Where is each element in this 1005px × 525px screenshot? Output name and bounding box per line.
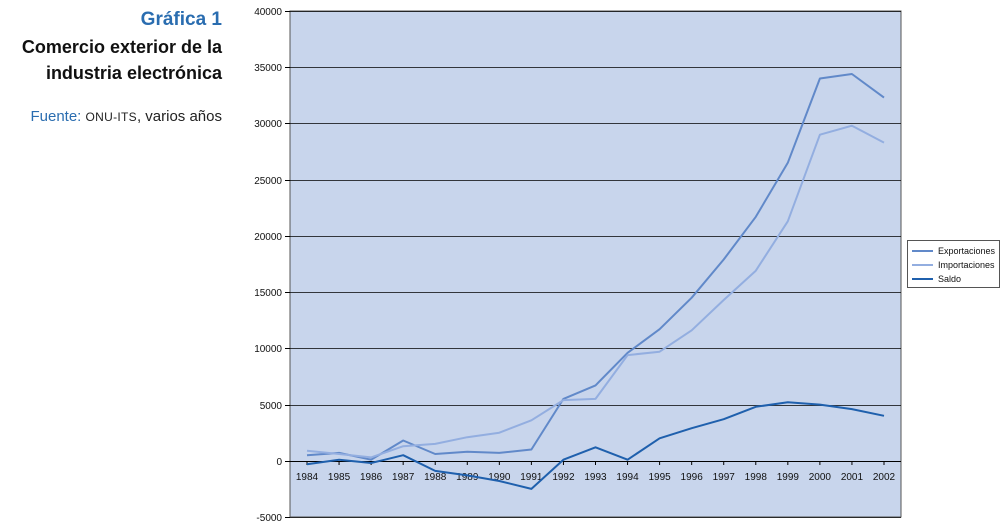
x-tick-label: 1998 [745,472,768,483]
x-tick-label: 1990 [488,472,511,483]
x-tick-label: 1992 [552,472,575,483]
x-tick-label: 1985 [328,472,351,483]
x-tick-label: 1995 [648,472,671,483]
legend-item-exportaciones: Exportaciones [912,244,995,258]
series-lines [306,73,885,490]
x-tick-label: 1993 [584,472,607,483]
y-axis: -5000 0 5000 10000 15000 20000 25000 30000 35000… [254,7,290,524]
x-tick-label: 1987 [392,472,415,483]
y-tick-label: 10000 [254,344,282,355]
x-tick-label: 1989 [456,472,479,483]
x-tick-label: 1991 [520,472,543,483]
x-tick-label: 1997 [713,472,736,483]
y-tick-label: 20000 [254,232,282,243]
legend-swatch-exportaciones [912,250,933,252]
x-tick-label: 2002 [873,472,896,483]
x-tick-label: 1988 [424,472,447,483]
y-tick-label: 15000 [254,288,282,299]
legend-label-exportaciones: Exportaciones [938,246,996,256]
legend-label-saldo: Saldo [938,274,962,284]
chart-caption: Gráfica 1 Comercio exterior de la indust… [0,8,222,125]
legend-item-importaciones: Importaciones [912,258,995,272]
source-organization: ONU-ITS [85,110,137,124]
y-tick-label: 5000 [260,401,283,412]
source-years: , varios años [136,108,222,125]
chart-number-title: Gráfica 1 [140,9,222,30]
chart-legend: Exportaciones Importaciones Saldo [907,240,1000,288]
x-tick-label: 1994 [616,472,639,483]
plot-area [289,10,902,518]
y-tick-label: 40000 [254,7,282,18]
chart-subtitle-line2: industria electrónica [45,63,222,83]
x-tick-label: 1996 [681,472,704,483]
chart-source: Fuente: ONU-ITS, varios años [0,108,222,125]
chart-subtitle: Comercio exterior de la industria electr… [0,34,222,86]
y-tick-label: -5000 [256,513,282,524]
source-label: Fuente: [30,108,82,125]
y-tick-label: 25000 [254,176,282,187]
legend-swatch-importaciones [912,264,933,266]
legend-label-importaciones: Importaciones [938,260,995,270]
y-tick-label: 35000 [254,63,282,74]
chart-subtitle-line1: Comercio exterior de la [21,37,222,57]
x-axis: 1984 1985 1986 1987 1988 1989 1990 1991 1992 1993… [290,461,901,483]
x-tick-label: 1999 [777,472,800,483]
series-line-importaciones [306,124,885,459]
y-tick-label: 30000 [254,119,282,130]
series-line-exportaciones [306,73,885,461]
series-line-saldo [306,401,885,490]
legend-swatch-saldo [912,278,933,280]
x-tick-label: 1986 [360,472,383,483]
x-tick-label: 2001 [841,472,864,483]
x-tick-label: 2000 [809,472,832,483]
legend-item-saldo: Saldo [912,272,995,286]
y-tick-label: 0 [276,457,282,468]
x-tick-label: 1984 [296,472,319,483]
